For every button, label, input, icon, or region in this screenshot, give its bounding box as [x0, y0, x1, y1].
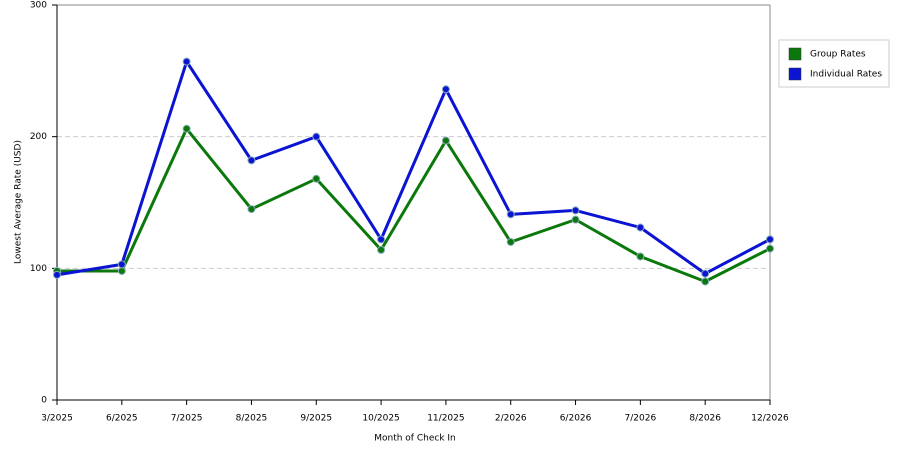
data-point — [117, 266, 126, 275]
data-point — [53, 270, 61, 279]
data-point — [377, 235, 386, 244]
y-tick-label: 200 — [30, 132, 47, 142]
data-point — [377, 245, 386, 254]
data-point — [506, 210, 515, 219]
data-point — [701, 277, 710, 286]
data-point — [312, 174, 321, 183]
x-tick-label: 11/2025 — [427, 414, 464, 424]
legend-label: Group Rates — [810, 50, 866, 60]
series-line — [57, 127, 771, 283]
data-point — [247, 205, 256, 214]
data-point — [636, 223, 645, 232]
x-axis-label: Month of Check In — [374, 434, 456, 444]
x-tick-label: 6/2025 — [106, 414, 138, 424]
y-tick-label: 300 — [30, 1, 47, 11]
x-tick-label: 8/2026 — [689, 414, 721, 424]
plot-frame — [56, 4, 771, 401]
data-point — [312, 132, 321, 141]
legend-swatch — [788, 47, 802, 61]
x-tick-label: 9/2025 — [300, 414, 332, 424]
data-point — [766, 235, 774, 244]
x-tick-label: 8/2025 — [236, 414, 268, 424]
legend-swatch — [788, 67, 802, 81]
x-tick-label: 7/2026 — [625, 414, 657, 424]
y-axis-label: Lowest Average Rate (USD) — [14, 140, 24, 264]
data-point — [117, 260, 126, 269]
data-point — [571, 206, 580, 215]
data-point — [247, 156, 256, 165]
x-tick-label: 12/2026 — [751, 414, 789, 424]
data-point — [182, 57, 191, 66]
legend-label: Individual Rates — [810, 70, 882, 80]
y-tick-label: 100 — [30, 264, 47, 274]
x-tick-label: 7/2025 — [171, 414, 203, 424]
x-tick-label: 10/2025 — [362, 414, 399, 424]
data-point — [182, 124, 191, 133]
data-point — [701, 269, 710, 278]
series-line — [56, 60, 771, 277]
x-tick-label: 6/2026 — [560, 414, 592, 424]
data-point — [571, 215, 580, 224]
y-tick-label: 0 — [41, 396, 47, 406]
data-point — [636, 252, 645, 261]
x-tick-label: 3/2025 — [41, 414, 73, 424]
data-point — [441, 85, 450, 94]
data-point — [766, 244, 774, 253]
x-tick-label: 2/2026 — [495, 414, 527, 424]
data-point — [441, 136, 450, 145]
data-point — [506, 238, 515, 246]
